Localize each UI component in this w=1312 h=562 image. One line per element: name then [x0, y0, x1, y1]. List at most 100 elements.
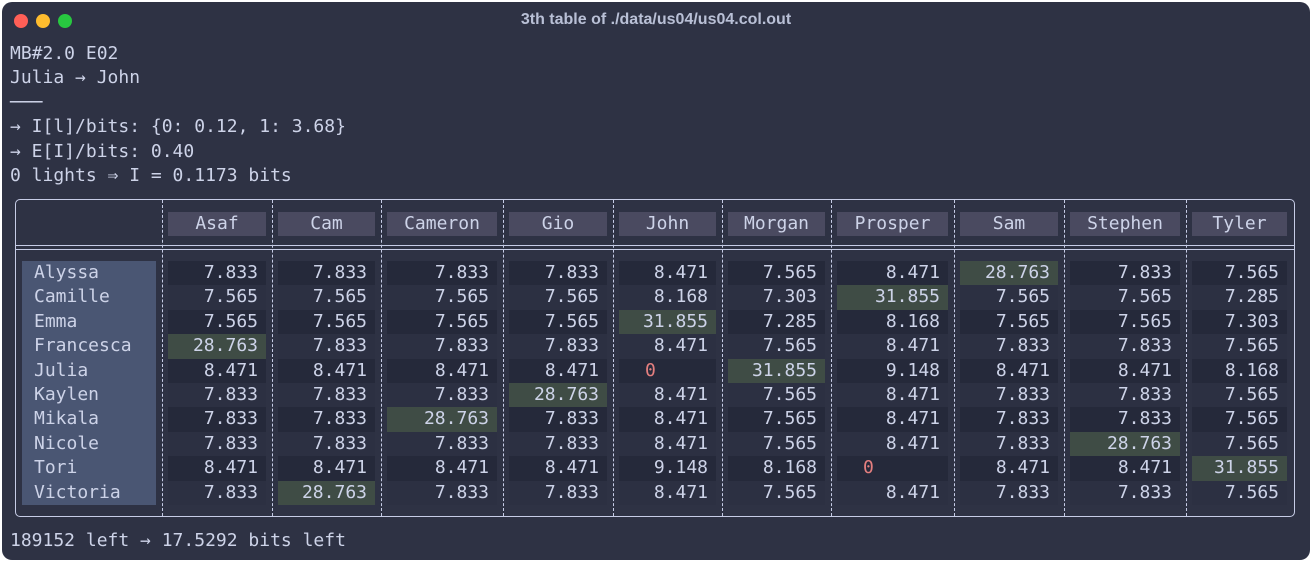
table-cell: 31.855 [728, 358, 825, 383]
table-cell: 7.565 [1192, 480, 1287, 505]
table-cell: 7.833 [168, 261, 266, 286]
table-cell: 9.148 [619, 456, 716, 481]
column-header-tyler: Tyler [1192, 212, 1287, 236]
table-cell: 7.565 [1192, 407, 1287, 432]
table-cell: 28.763 [278, 480, 375, 505]
table-cell: 7.833 [509, 480, 607, 505]
table-cell: 8.471 [960, 456, 1058, 481]
table-cell: 28.763 [168, 334, 266, 359]
column-separator [162, 200, 163, 516]
table-cell: 7.565 [387, 309, 497, 335]
table-cell: 7.565 [509, 285, 607, 310]
table-cell: 7.833 [278, 407, 375, 432]
row-name-kaylen: Kaylen [34, 384, 100, 405]
row-name-camille: Camille [34, 286, 110, 308]
table-cell: 9.148 [837, 358, 948, 383]
table-cell: 8.471 [619, 480, 716, 505]
column-separator [722, 200, 723, 516]
table-cell: 31.855 [1192, 456, 1287, 481]
window-controls [14, 14, 72, 28]
table-cell: 7.565 [1192, 261, 1287, 286]
row-name-mikala: Mikala [34, 408, 100, 430]
window-title: 3th table of ./data/us04/us04.col.out [520, 11, 792, 28]
header-line: → E[I]/bits: 0.40 [10, 140, 195, 162]
title-bar: 3th table of ./data/us04/us04.col.out [2, 2, 1310, 40]
table-cell: 8.471 [509, 358, 607, 383]
column-header-cameron: Cameron [387, 212, 497, 236]
table-cell: 8.471 [837, 431, 948, 457]
table-cell: 7.833 [278, 431, 375, 457]
table-cell: 7.833 [387, 261, 497, 286]
table-cell: 7.833 [168, 480, 266, 505]
table-cell: 8.471 [387, 358, 497, 383]
table-cell: 8.471 [960, 358, 1058, 383]
zoom-button[interactable] [58, 14, 72, 28]
column-header-morgan: Morgan [728, 212, 825, 236]
table-cell: 8.471 [278, 456, 375, 481]
table-cell: 8.471 [1070, 456, 1180, 481]
column-header-john: John [619, 212, 716, 236]
table-cell: 8.471 [509, 456, 607, 481]
table-cell: 28.763 [960, 261, 1058, 286]
column-separator [613, 200, 614, 516]
table-cell: 7.833 [387, 334, 497, 359]
table-cell: 8.471 [619, 407, 716, 432]
table-cell: 7.833 [278, 261, 375, 286]
table-cell: 8.168 [1192, 358, 1287, 383]
table-cell: 7.565 [278, 285, 375, 310]
header-separator [16, 245, 1294, 250]
column-separator [831, 200, 832, 516]
table-cell: 7.833 [278, 334, 375, 359]
table-cell: 7.833 [509, 431, 607, 457]
table-cell: 7.565 [1192, 431, 1287, 457]
column-header-asaf: Asaf [168, 212, 266, 236]
table-cell: 7.565 [728, 480, 825, 505]
table-cell: 7.833 [509, 334, 607, 359]
table-cell: 7.833 [960, 383, 1058, 408]
table-cell: 7.833 [1070, 334, 1180, 359]
table-cell: 7.565 [168, 285, 266, 310]
column-separator [1064, 200, 1065, 516]
probability-table: Asaf Cam Cameron Gio John Morgan Prosper Sam Ste… [15, 199, 1295, 517]
table-cell: 7.303 [1192, 309, 1287, 335]
table-cell: 7.833 [168, 383, 266, 408]
table-cell: 28.763 [509, 383, 607, 408]
table-cell: 7.565 [168, 309, 266, 335]
table-cell: 7.565 [728, 334, 825, 359]
table-cell: 7.833 [960, 480, 1058, 505]
table-cell: 8.471 [387, 456, 497, 481]
column-header-sam: Sam [960, 212, 1058, 236]
column-separator [1186, 200, 1187, 516]
table-cell: 8.471 [837, 261, 948, 286]
table-cell: 7.565 [728, 383, 825, 408]
close-button[interactable] [14, 14, 28, 28]
table-cell: 7.833 [168, 407, 266, 432]
row-name-julia: Julia [34, 359, 89, 381]
column-header-prosper: Prosper [837, 212, 948, 236]
table-cell: 8.471 [837, 334, 948, 359]
minimize-button[interactable] [36, 14, 50, 28]
table-cell: 8.471 [837, 407, 948, 432]
table-cell: 7.833 [960, 407, 1058, 432]
row-name-francesca: Francesca [34, 335, 132, 357]
table-cell: 8.471 [278, 358, 375, 383]
header-line: → I[l]/bits: {0: 0.12, 1: 3.68} [10, 116, 346, 138]
output-header: MB#2.0 E02 Julia → John ─── → I[l]/bits:… [10, 42, 346, 188]
table-cell: 7.565 [728, 261, 825, 286]
table-cell: 7.565 [960, 285, 1058, 310]
table-cell: 8.471 [1070, 358, 1180, 383]
table-cell: 31.855 [619, 309, 716, 335]
table-cell: 7.833 [509, 261, 607, 286]
table-cell: 7.303 [728, 285, 825, 310]
table-cell: 7.833 [960, 334, 1058, 359]
table-cell: 7.833 [387, 431, 497, 457]
table-cell: 0 [837, 456, 948, 481]
column-separator [272, 200, 273, 516]
table-cell: 7.565 [1192, 334, 1287, 359]
table-cell: 8.168 [619, 285, 716, 310]
row-name-alyssa: Alyssa [34, 262, 100, 283]
table-cell: 7.833 [509, 407, 607, 432]
table-cell: 31.855 [837, 285, 948, 310]
table-cell: 8.471 [619, 261, 716, 286]
table-cell: 7.285 [1192, 285, 1287, 310]
